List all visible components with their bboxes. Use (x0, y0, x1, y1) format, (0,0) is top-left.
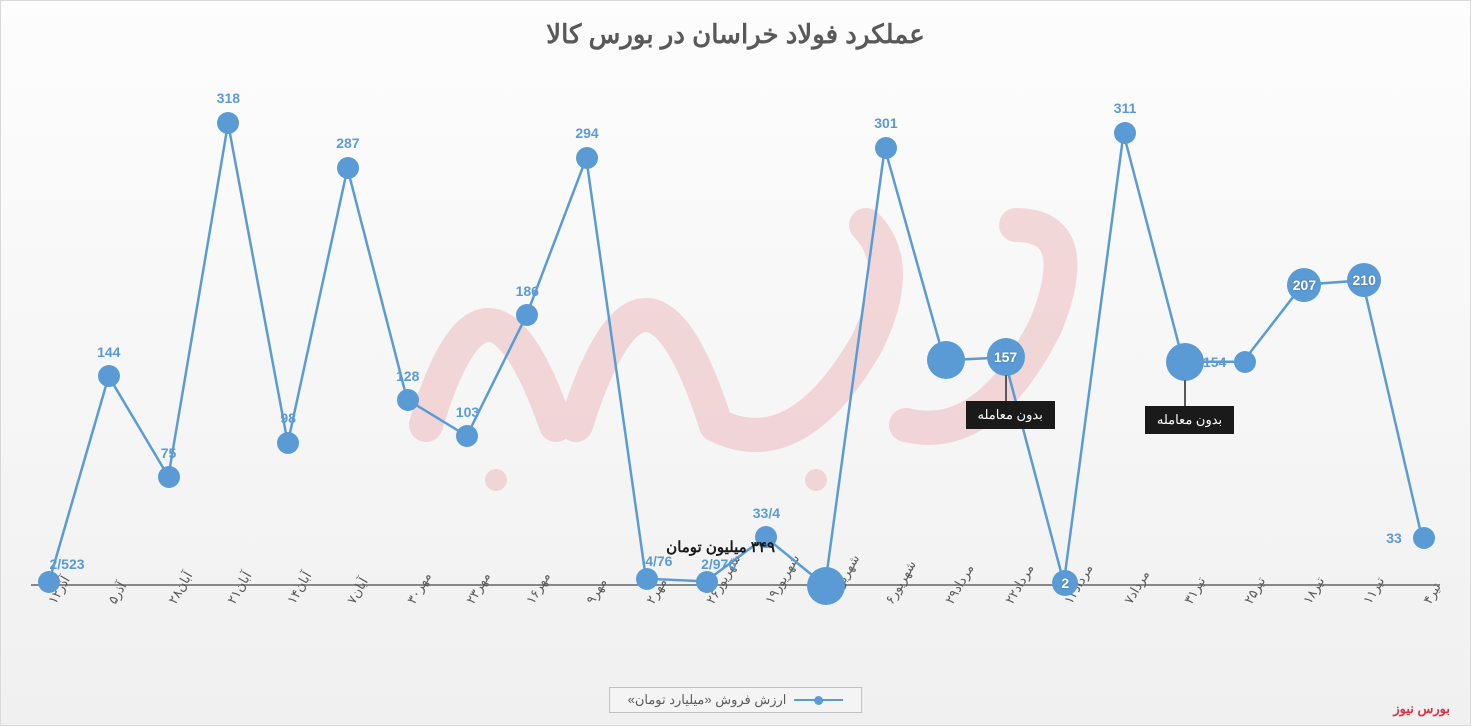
data-marker (1234, 351, 1256, 373)
legend: ارزش فروش «میلیارد تومان» (609, 687, 863, 713)
legend-label: ارزش فروش «میلیارد تومان» (628, 692, 787, 708)
data-marker (1287, 268, 1321, 302)
data-marker (636, 568, 658, 590)
data-marker (1413, 527, 1435, 549)
plot-area: 33210207154بدون معامله3112157بدون معامله… (31, 91, 1440, 586)
data-marker (696, 571, 718, 593)
source-watermark: بورس نیوز (1393, 701, 1450, 717)
data-marker (38, 571, 60, 593)
data-marker (277, 432, 299, 454)
data-marker (875, 137, 897, 159)
legend-swatch (794, 696, 843, 705)
data-marker (217, 112, 239, 134)
chart-title: عملکرد فولاد خراسان در بورس کالا (1, 1, 1470, 60)
annotation-value: ۳۴۹ میلیون تومان (666, 538, 775, 556)
data-marker (987, 338, 1025, 376)
data-marker (98, 365, 120, 387)
series-line (31, 91, 1440, 586)
data-marker (337, 157, 359, 179)
callout-no-trade: بدون معامله (966, 401, 1055, 429)
data-marker (1347, 263, 1381, 297)
data-marker (456, 425, 478, 447)
data-marker (927, 341, 965, 379)
x-axis-labels: ۴تیر۱۱تیر۱۸تیر۲۵تیر۳۱تیر۷مرداد۱۴مرداد۲۲م… (31, 591, 1440, 671)
callout-no-trade: بدون معامله (1145, 406, 1234, 434)
data-marker (397, 389, 419, 411)
data-marker (576, 147, 598, 169)
data-marker (516, 304, 538, 326)
data-marker (158, 466, 180, 488)
data-marker (1166, 343, 1204, 381)
data-marker (807, 567, 845, 605)
data-marker (1114, 122, 1136, 144)
data-marker (1052, 570, 1078, 596)
